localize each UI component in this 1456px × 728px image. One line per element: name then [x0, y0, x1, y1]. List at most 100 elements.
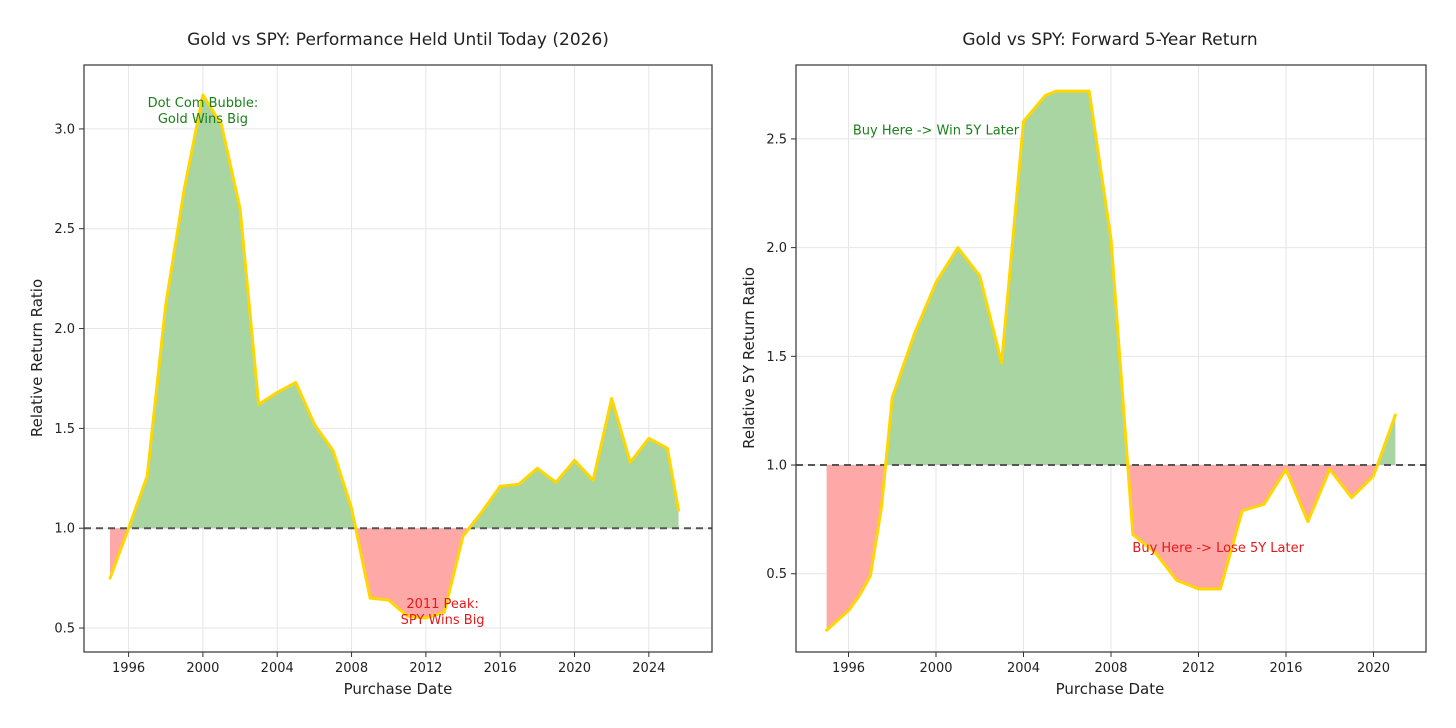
data-point [127, 527, 130, 530]
x-tick-label: 2012 [1182, 661, 1215, 676]
x-tick-label: 2016 [484, 661, 517, 676]
data-point [461, 534, 465, 538]
y-tick-label: 3.0 [54, 122, 75, 137]
x-axis-label: Purchase Date [344, 680, 453, 698]
spy-wins-area [1127, 465, 1378, 589]
data-point [891, 396, 894, 399]
data-point [1066, 89, 1069, 93]
annotation-spy-wins: Buy Here -> Lose 5Y Later [1132, 541, 1304, 556]
annotation-spy-wins: 2011 Peak: SPY Wins Big [401, 597, 485, 628]
annotation-line: Buy Here -> Lose 5Y Later [1132, 541, 1304, 556]
data-point [1372, 474, 1375, 478]
data-point [387, 598, 390, 602]
data-point [201, 93, 205, 97]
gold-wins-area [885, 91, 1128, 466]
data-point [1328, 468, 1331, 471]
data-point [238, 207, 242, 210]
data-point [554, 481, 558, 484]
y-axis-label: Relative Return Ratio [28, 279, 46, 437]
data-point [424, 616, 428, 620]
data-point [294, 381, 298, 384]
data-point [1153, 550, 1156, 554]
data-point [647, 437, 651, 440]
data-point [517, 483, 520, 486]
x-tick-label: 2004 [1007, 661, 1040, 676]
data-point [629, 461, 632, 464]
gold-wins-area [128, 94, 356, 529]
data-point [406, 614, 409, 618]
data-point [677, 509, 680, 512]
data-point [1350, 496, 1353, 499]
data-point [331, 449, 335, 452]
data-point [825, 629, 828, 632]
x-tick-label: 2020 [558, 661, 591, 676]
data-point [368, 596, 372, 600]
data-point [1262, 502, 1266, 506]
y-tick-label: 2.0 [766, 241, 787, 256]
data-point [573, 459, 576, 462]
x-tick-label: 2024 [632, 661, 665, 676]
data-point [1394, 413, 1397, 417]
x-tick-label: 2020 [1357, 661, 1390, 676]
annotation-gold-wins: Dot Com Bubble: Gold Wins Big [148, 96, 259, 127]
x-tick-label: 2012 [409, 661, 442, 676]
data-point [956, 246, 960, 249]
data-point [350, 507, 353, 510]
plot-frame [83, 64, 713, 653]
data-point [257, 403, 260, 406]
data-point [108, 576, 112, 580]
spy-wins-area [355, 528, 470, 619]
x-tick-label: 2000 [186, 661, 219, 676]
annotation-gold-wins: Buy Here -> Win 5Y Later [853, 124, 1020, 139]
data-point [1022, 120, 1025, 123]
data-point [145, 475, 149, 478]
data-point [934, 281, 938, 284]
chart-forward-5-year-return: Buy Here -> Win 5Y Later Buy Here -> Lose… [740, 30, 1427, 698]
data-point [1109, 237, 1113, 241]
annotation-line: Buy Here -> Win 5Y Later [853, 124, 1020, 139]
data-point [1055, 89, 1058, 93]
chart-performance-held-until-today: Dot Com Bubble: Gold Wins Big 2011 Peak: SP… [28, 30, 713, 698]
relative-return-line [108, 93, 681, 620]
data-point [536, 467, 539, 470]
annotation-line: Gold Wins Big [158, 112, 248, 127]
y-axis-label: Relative 5Y Return Ratio [740, 267, 758, 449]
annotation-line: Dot Com Bubble: [148, 96, 259, 111]
y-tick-label: 1.5 [766, 350, 787, 365]
x-tick-label: 1996 [112, 661, 145, 676]
data-point [1284, 468, 1288, 471]
annotation-line: SPY Wins Big [401, 613, 485, 628]
data-point [276, 391, 279, 394]
data-point [1000, 361, 1003, 365]
x-tick-label: 2000 [919, 661, 952, 676]
data-point [912, 333, 916, 336]
data-point [978, 274, 981, 278]
data-point [869, 574, 872, 578]
data-point [480, 511, 483, 514]
data-point [183, 187, 186, 190]
x-tick-label: 2008 [335, 661, 368, 676]
x-tick-label: 2016 [1269, 661, 1302, 676]
data-point [220, 123, 223, 127]
data-point [591, 479, 595, 482]
y-tick-label: 2.5 [54, 222, 75, 237]
data-point [1306, 520, 1310, 523]
data-point [498, 485, 502, 488]
x-tick-label: 1996 [832, 661, 865, 676]
y-tick-label: 1.0 [766, 459, 787, 474]
chart-title: Gold vs SPY: Performance Held Until Toda… [187, 30, 609, 50]
data-point [164, 303, 167, 306]
y-tick-label: 0.5 [54, 622, 75, 637]
spy-wins-area [826, 465, 886, 631]
y-tick-label: 2.0 [54, 322, 75, 337]
data-point [880, 507, 883, 510]
y-tick-label: 1.0 [54, 522, 75, 537]
data-point [847, 609, 850, 612]
y-tick-label: 1.5 [54, 422, 75, 437]
annotation-line: 2011 Peak: [406, 597, 478, 612]
data-point [443, 610, 446, 614]
data-point [1175, 579, 1178, 582]
x-tick-label: 2004 [261, 661, 294, 676]
data-point [610, 397, 613, 400]
data-point [1197, 587, 1200, 591]
